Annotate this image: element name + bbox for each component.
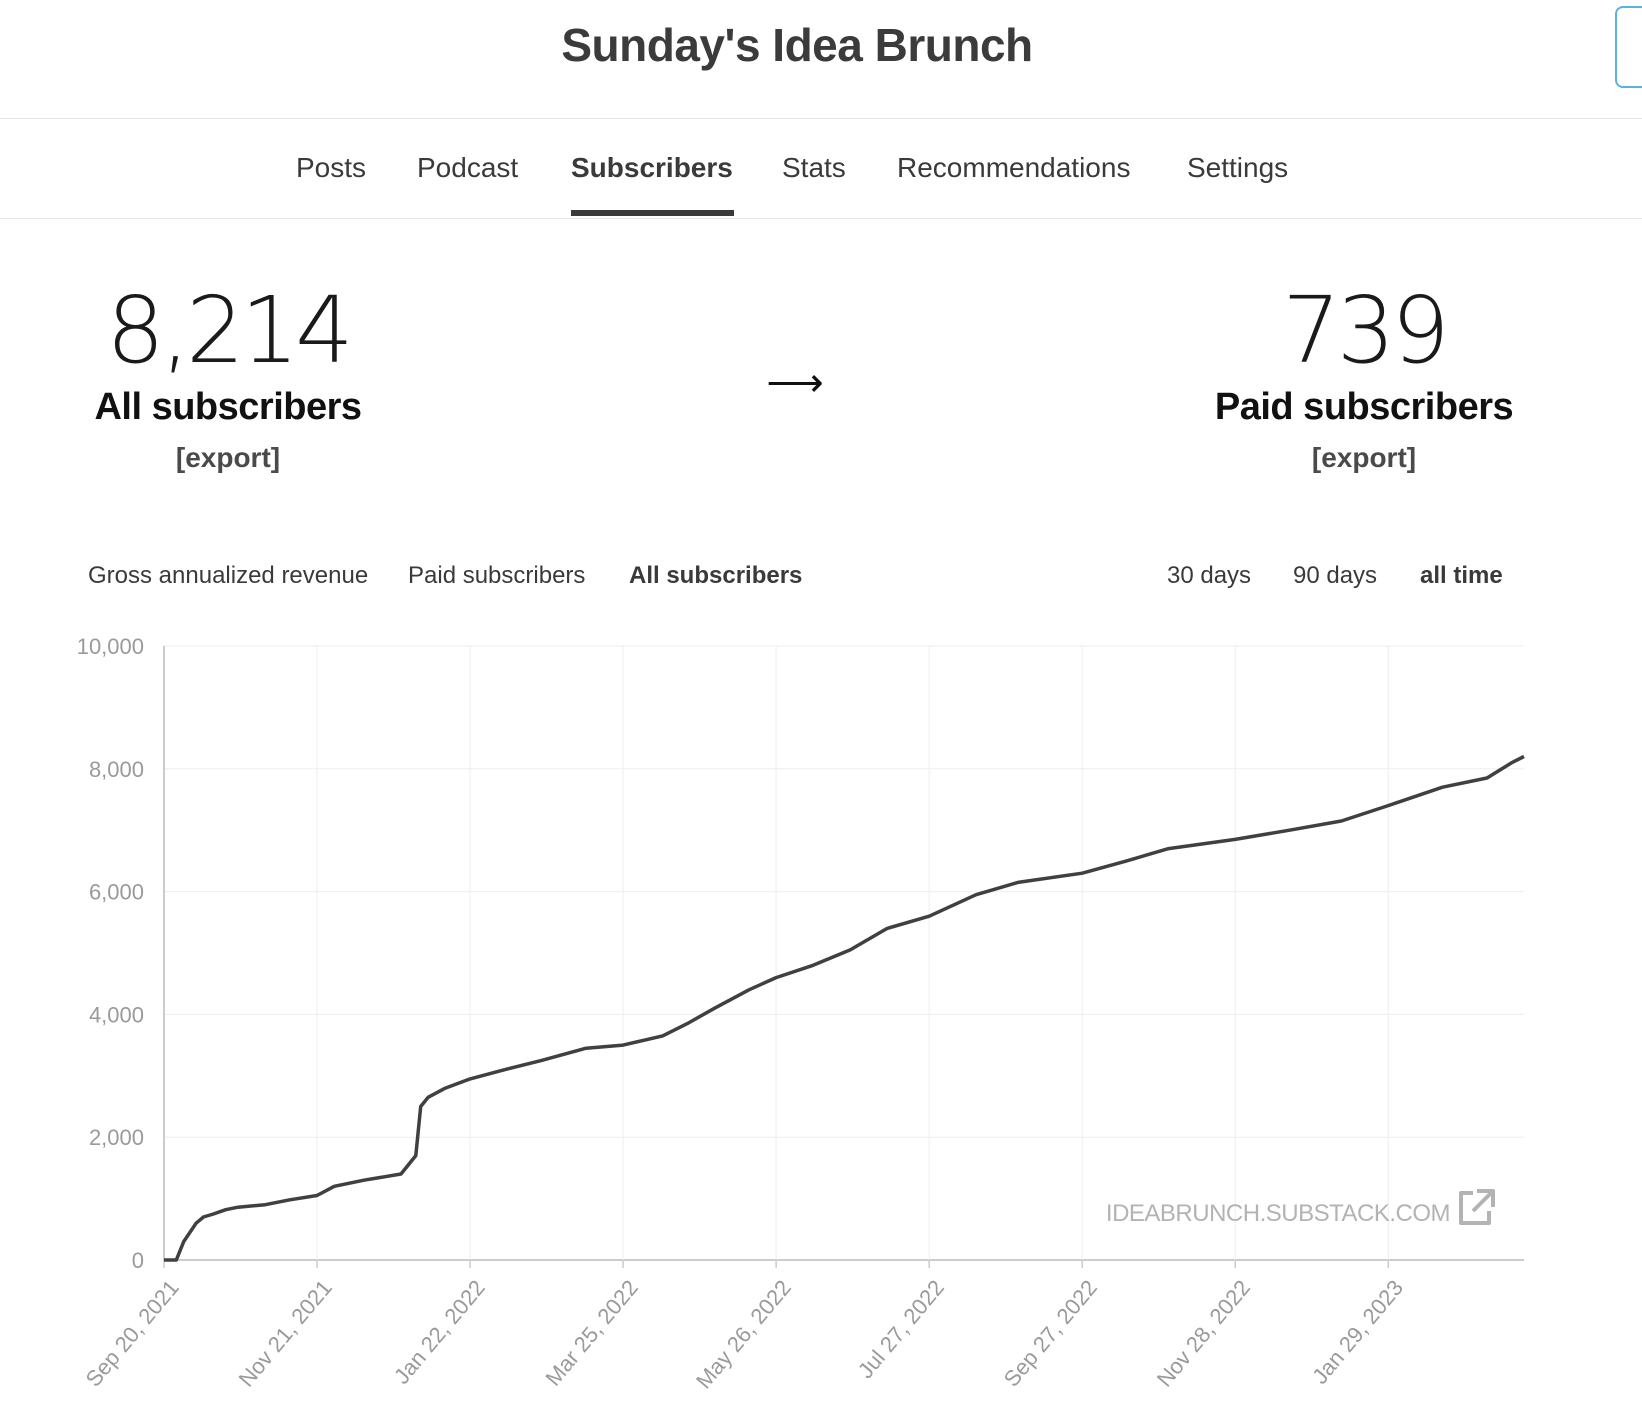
range-all-time[interactable]: all time bbox=[1420, 562, 1503, 589]
external-link-icon[interactable] bbox=[1455, 1187, 1495, 1227]
dashboard-nav: Posts Podcast Subscribers Stats Recommen… bbox=[0, 118, 1642, 219]
x-tick-label: Jan 29, 2023 bbox=[1307, 1275, 1408, 1389]
tab-podcast[interactable]: Podcast bbox=[417, 152, 519, 183]
x-tick-label: Sep 27, 2022 bbox=[999, 1275, 1102, 1391]
publication-header: Sunday's Idea Brunch bbox=[0, 0, 1642, 119]
y-tick-label: 0 bbox=[132, 1248, 144, 1273]
tab-recommendations[interactable]: Recommendations bbox=[897, 152, 1131, 183]
y-tick-label: 2,000 bbox=[89, 1125, 144, 1150]
all-subscribers-count: 8,214 bbox=[106, 277, 353, 384]
metric-all-subscribers[interactable]: All subscribers bbox=[629, 562, 803, 589]
x-tick-label: Nov 28, 2022 bbox=[1152, 1275, 1255, 1391]
watermark-text: IDEABRUNCH.SUBSTACK.COM bbox=[1105, 1200, 1451, 1227]
paid-subscribers-export-link[interactable]: [export] bbox=[1311, 442, 1417, 473]
paid-subscribers-count: 739 bbox=[1282, 277, 1450, 384]
range-90-days[interactable]: 90 days bbox=[1293, 562, 1378, 589]
chart-grid bbox=[163, 645, 1524, 1268]
x-tick-label: Jan 22, 2022 bbox=[389, 1275, 490, 1389]
x-tick-label: Nov 21, 2021 bbox=[234, 1275, 337, 1391]
y-tick-label: 8,000 bbox=[89, 757, 144, 782]
tab-settings[interactable]: Settings bbox=[1187, 152, 1289, 183]
y-axis-ticks: 0 2,000 4,000 6,000 8,000 10,000 bbox=[77, 634, 144, 1273]
tab-posts[interactable]: Posts bbox=[296, 152, 367, 183]
y-tick-label: 6,000 bbox=[89, 880, 144, 905]
header-action-button[interactable] bbox=[1615, 6, 1642, 88]
x-tick-label: Jul 27, 2022 bbox=[853, 1275, 949, 1383]
subscribers-line-chart: 0 2,000 4,000 6,000 8,000 10,000 Sep 20, 2021… bbox=[77, 634, 1525, 1393]
tab-subscribers[interactable]: Subscribers bbox=[571, 152, 733, 183]
range-30-days[interactable]: 30 days bbox=[1167, 562, 1252, 589]
metric-paid-subscribers[interactable]: Paid subscribers bbox=[408, 562, 586, 589]
x-tick-label: Sep 20, 2021 bbox=[81, 1275, 184, 1391]
x-tick-label: May 26, 2022 bbox=[691, 1275, 796, 1393]
active-tab-indicator bbox=[571, 210, 734, 216]
paid-subscribers-label: Paid subscribers bbox=[1214, 386, 1514, 428]
y-tick-label: 4,000 bbox=[89, 1002, 144, 1027]
metric-gross-annualized-revenue[interactable]: Gross annualized revenue bbox=[88, 562, 369, 589]
x-axis-ticks: Sep 20, 2021 Nov 21, 2021 Jan 22, 2022 Mar … bbox=[81, 1275, 1409, 1393]
all-subscribers-series-line bbox=[164, 754, 1525, 1262]
all-subscribers-label: All subscribers bbox=[94, 386, 362, 428]
publication-title[interactable]: Sunday's Idea Brunch bbox=[561, 19, 1033, 71]
arrow-icon: ⟶ bbox=[766, 361, 824, 405]
x-tick-label: Mar 25, 2022 bbox=[540, 1275, 642, 1390]
y-tick-label: 10,000 bbox=[77, 634, 144, 659]
tab-stats[interactable]: Stats bbox=[782, 152, 846, 183]
all-subscribers-export-link[interactable]: [export] bbox=[175, 442, 281, 473]
